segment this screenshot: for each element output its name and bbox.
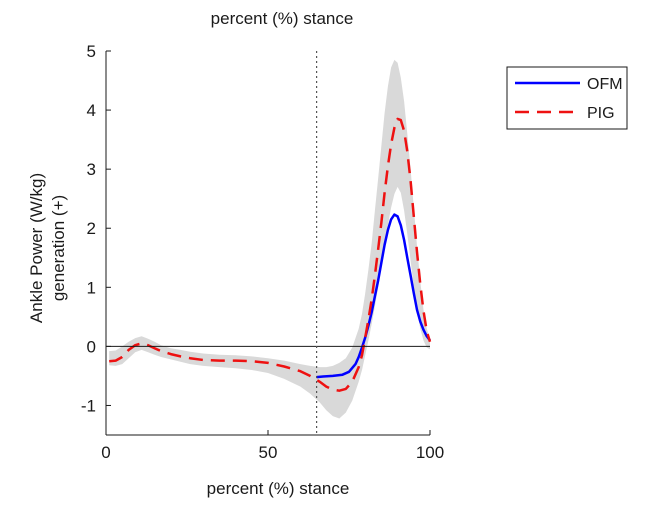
labels-layer: percent (%) stance percent (%) stance An… [27, 9, 353, 498]
y-tick-label: 0 [87, 337, 96, 356]
y-tick-label: 5 [87, 42, 96, 61]
y-tick-label: -1 [81, 396, 96, 415]
y-tick-label: 1 [87, 278, 96, 297]
x-tick-label: 0 [101, 443, 110, 462]
series-line-pig [109, 117, 432, 392]
x-axis-title: percent (%) stance [207, 479, 350, 498]
legend: OFM PIG [506, 66, 628, 130]
top-axis-title: percent (%) stance [211, 9, 354, 28]
x-tick-label: 100 [416, 443, 444, 462]
series-line-ofm [316, 213, 431, 379]
legend-box [506, 66, 628, 130]
series-lines-layer [109, 117, 432, 392]
legend-label-pig: PIG [587, 105, 615, 122]
y-axis-title-line1: Ankle Power (W/kg) [27, 173, 46, 323]
y-tick-label: 2 [87, 219, 96, 238]
variability-band-layer [109, 59, 430, 419]
y-axis-title-line2: generation (+) [49, 195, 68, 301]
variability-band [109, 59, 430, 419]
y-tick-label: 3 [87, 160, 96, 179]
y-tick-label: 4 [87, 101, 96, 120]
legend-label-ofm: OFM [587, 76, 623, 93]
x-tick-label: 50 [259, 443, 278, 462]
